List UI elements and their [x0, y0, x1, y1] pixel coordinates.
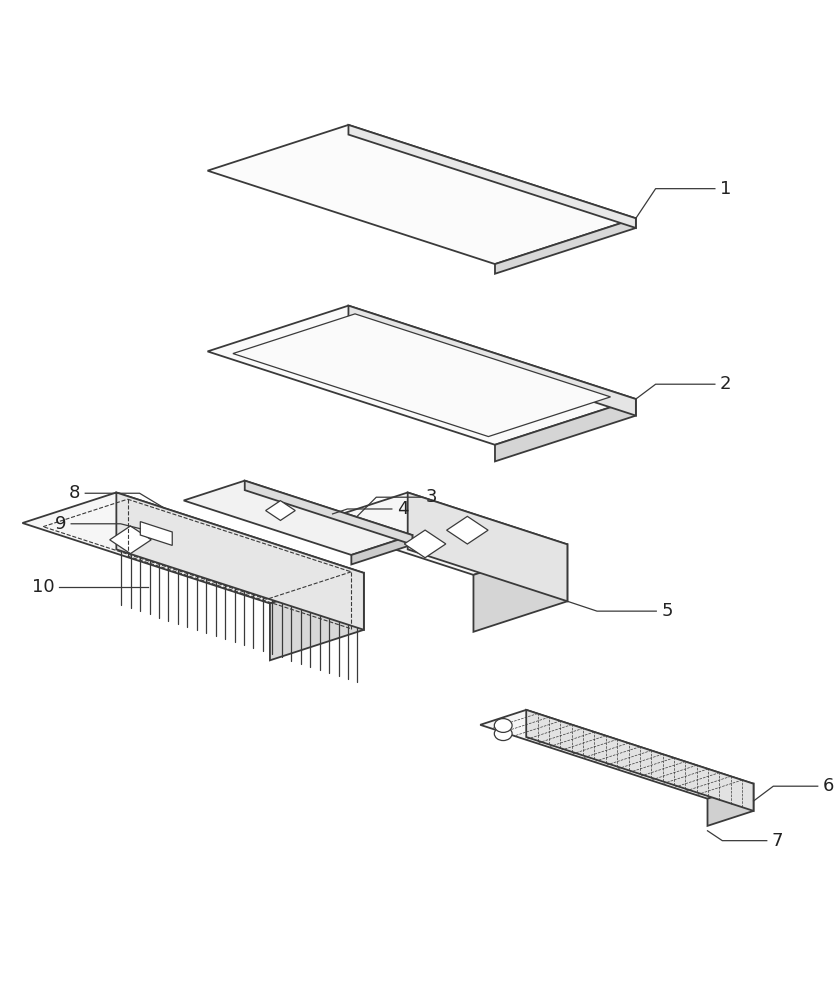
Polygon shape — [245, 481, 412, 545]
Polygon shape — [349, 306, 636, 416]
Polygon shape — [405, 530, 446, 558]
Polygon shape — [480, 710, 753, 799]
Polygon shape — [495, 399, 636, 461]
Polygon shape — [707, 784, 753, 826]
Text: 8: 8 — [69, 484, 80, 502]
Ellipse shape — [494, 719, 512, 732]
Polygon shape — [233, 314, 610, 437]
Text: 6: 6 — [823, 777, 834, 795]
Polygon shape — [184, 481, 412, 555]
Polygon shape — [23, 492, 364, 603]
Polygon shape — [116, 492, 364, 630]
Polygon shape — [207, 125, 636, 264]
Polygon shape — [140, 522, 172, 545]
Polygon shape — [349, 125, 636, 228]
Text: 7: 7 — [772, 832, 783, 850]
Polygon shape — [110, 526, 151, 554]
Text: 9: 9 — [54, 515, 66, 533]
Polygon shape — [266, 501, 295, 520]
Polygon shape — [526, 710, 753, 811]
Polygon shape — [473, 544, 568, 632]
Polygon shape — [351, 535, 412, 564]
Text: 1: 1 — [720, 180, 732, 198]
Text: 5: 5 — [661, 602, 673, 620]
Text: 2: 2 — [720, 375, 732, 393]
Polygon shape — [408, 492, 568, 601]
Polygon shape — [495, 218, 636, 274]
Text: 3: 3 — [426, 488, 437, 506]
Polygon shape — [314, 492, 568, 575]
Polygon shape — [270, 573, 364, 660]
Text: 10: 10 — [32, 578, 54, 596]
Text: 4: 4 — [397, 500, 408, 518]
Polygon shape — [446, 516, 488, 544]
Ellipse shape — [494, 727, 512, 741]
Polygon shape — [207, 306, 636, 445]
